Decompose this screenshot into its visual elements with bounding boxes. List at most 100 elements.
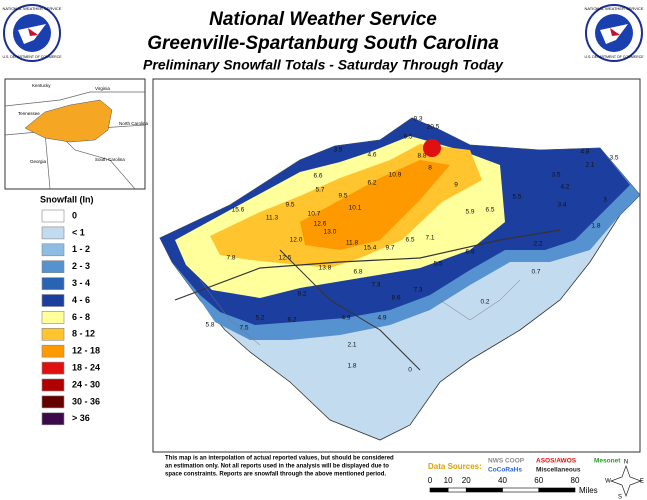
legend-swatch [41, 209, 65, 223]
snowfall-reading: 15.6 [232, 207, 245, 214]
snowfall-reading: 3.5 [333, 147, 342, 154]
snowfall-reading: 2.1 [585, 162, 594, 169]
snowfall-reading: 7.3 [371, 282, 380, 289]
snowfall-reading: 6.2 [367, 180, 376, 187]
source-label: Miscellaneous [536, 467, 581, 474]
legend-label: 2 - 3 [72, 261, 90, 271]
snowfall-reading: 4.9 [377, 315, 386, 322]
inset-map: Kentucky Virginia Tennessee North Caroli… [4, 78, 149, 190]
sources-label: Data Sources: [428, 462, 482, 471]
legend-label: 8 - 12 [72, 329, 95, 339]
snowfall-reading: 6.5 [485, 207, 494, 214]
legend-label: 4 - 6 [72, 295, 90, 305]
snowfall-reading: 5.2 [255, 315, 264, 322]
snowfall-reading: 11.3 [266, 215, 279, 222]
snowfall-reading: 12.0 [290, 237, 303, 244]
readings: 9.320.59.58.83.56.64.66.210.9893.54.22.1… [205, 116, 618, 374]
snowfall-reading: 4.9 [341, 315, 350, 322]
snowfall-reading: 0.2 [480, 299, 489, 306]
source-label: CoCoRaHs [488, 467, 522, 474]
legend-label: 24 - 30 [72, 379, 100, 389]
source-label: NWS COOP [488, 458, 525, 465]
snowfall-reading: 6.5 [405, 237, 414, 244]
snowfall-reading: 12.5 [279, 255, 292, 262]
snowfall-reading: 5.7 [315, 187, 324, 194]
snowfall-reading: 7.3 [413, 287, 422, 294]
legend-swatch [41, 361, 65, 375]
legend-swatch [41, 344, 65, 358]
snowfall-reading: 6.8 [353, 269, 362, 276]
snowfall-reading: 5.8 [205, 322, 214, 329]
snowfall-reading: 10.9 [389, 172, 402, 179]
legend-swatch [41, 311, 65, 324]
legend-title: Snowfall (In) [40, 194, 94, 204]
snowfall-reading: 10.7 [308, 211, 321, 218]
snowfall-reading: 9.5 [403, 134, 412, 141]
note-line: space constraints. Reports are snowfall … [165, 472, 386, 478]
scale-segment [429, 487, 449, 493]
compass-label: E [640, 479, 644, 485]
inset-label: Tennessee [18, 111, 40, 116]
compass-label: S [618, 495, 622, 500]
legend-label: 18 - 24 [72, 362, 100, 372]
snowfall-reading: 9.5 [338, 193, 347, 200]
compass: N E S W [605, 460, 644, 500]
map [159, 117, 641, 441]
scale-unit: Miles [579, 486, 598, 495]
source-label: Mesonet [594, 458, 621, 465]
logo-text: U.S. DEPARTMENT OF COMMERCE [584, 55, 644, 59]
legend-swatch [41, 277, 65, 290]
inset-label: Georgia [30, 159, 47, 164]
compass-label: N [624, 460, 628, 466]
legend-swatch [41, 327, 65, 341]
note-line: an estimation only. Not all reports used… [165, 464, 389, 470]
legend-swatch [41, 395, 65, 409]
scale-label: 10 [444, 476, 453, 485]
snowfall-reading: 15.4 [364, 245, 377, 252]
scale-segment [447, 487, 467, 493]
sources: NWS COOP ASOS/AWOS Mesonet CoCoRaHs Miscella… [488, 458, 621, 474]
subtitle: Greenville-Spartanburg South Carolina [147, 33, 499, 54]
logo-right: NATIONAL WEATHER SERVICE U.S. DEPARTMENT… [584, 4, 644, 62]
legend-label: 6 - 8 [72, 312, 90, 322]
scale-label: 60 [534, 476, 543, 485]
logo-text: U.S. DEPARTMENT OF COMMERCE [2, 55, 62, 59]
snowfall-reading: 13.8 [319, 265, 332, 272]
snowfall-reading: 20.5 [427, 124, 440, 131]
snowfall-reading: 10.1 [349, 205, 362, 212]
snowfall-reading: 9 [454, 182, 458, 189]
legend-swatch [41, 260, 65, 274]
title: National Weather Service [209, 9, 437, 30]
scale-segment [465, 487, 503, 493]
legend-label: 3 - 4 [72, 278, 90, 288]
snowfall-reading: 8.2 [297, 291, 306, 298]
scale-label: 0 [428, 476, 433, 485]
snowfall-reading: 4.2 [560, 184, 569, 191]
snowfall-reading: 4.6 [367, 152, 376, 159]
snowfall-reading: 2.1 [347, 342, 356, 349]
legend-swatch [41, 243, 65, 257]
snowfall-reading: 11.8 [346, 240, 359, 247]
compass-label: W [605, 479, 611, 485]
snowfall-reading: 5.9 [465, 209, 474, 216]
snowfall-reading: 9.5 [285, 202, 294, 209]
legend-label: < 1 [72, 227, 85, 237]
snowfall-reading: 3 [603, 197, 607, 204]
snowfall-reading: 1.8 [591, 223, 600, 230]
snowfall-reading: 4.8 [580, 149, 589, 156]
heading: Preliminary Snowfall Totals - Saturday T… [143, 57, 504, 73]
legend-label: 1 - 2 [72, 244, 90, 254]
inset-label: Virginia [95, 86, 110, 91]
scale-label: 40 [498, 476, 507, 485]
legend-label: 30 - 36 [72, 396, 100, 406]
scale-segment [538, 487, 576, 493]
snowfall-reading: 5.5 [512, 194, 521, 201]
snowfall-reading: 5.5 [433, 261, 442, 268]
logo-text: NATIONAL WEATHER SERVICE [585, 6, 644, 11]
logo-left: NATIONAL WEATHER SERVICE U.S. DEPARTMENT… [2, 4, 62, 62]
legend-label: > 36 [72, 413, 90, 423]
legend-swatch [41, 294, 65, 307]
legend-label: 12 - 18 [72, 346, 100, 356]
